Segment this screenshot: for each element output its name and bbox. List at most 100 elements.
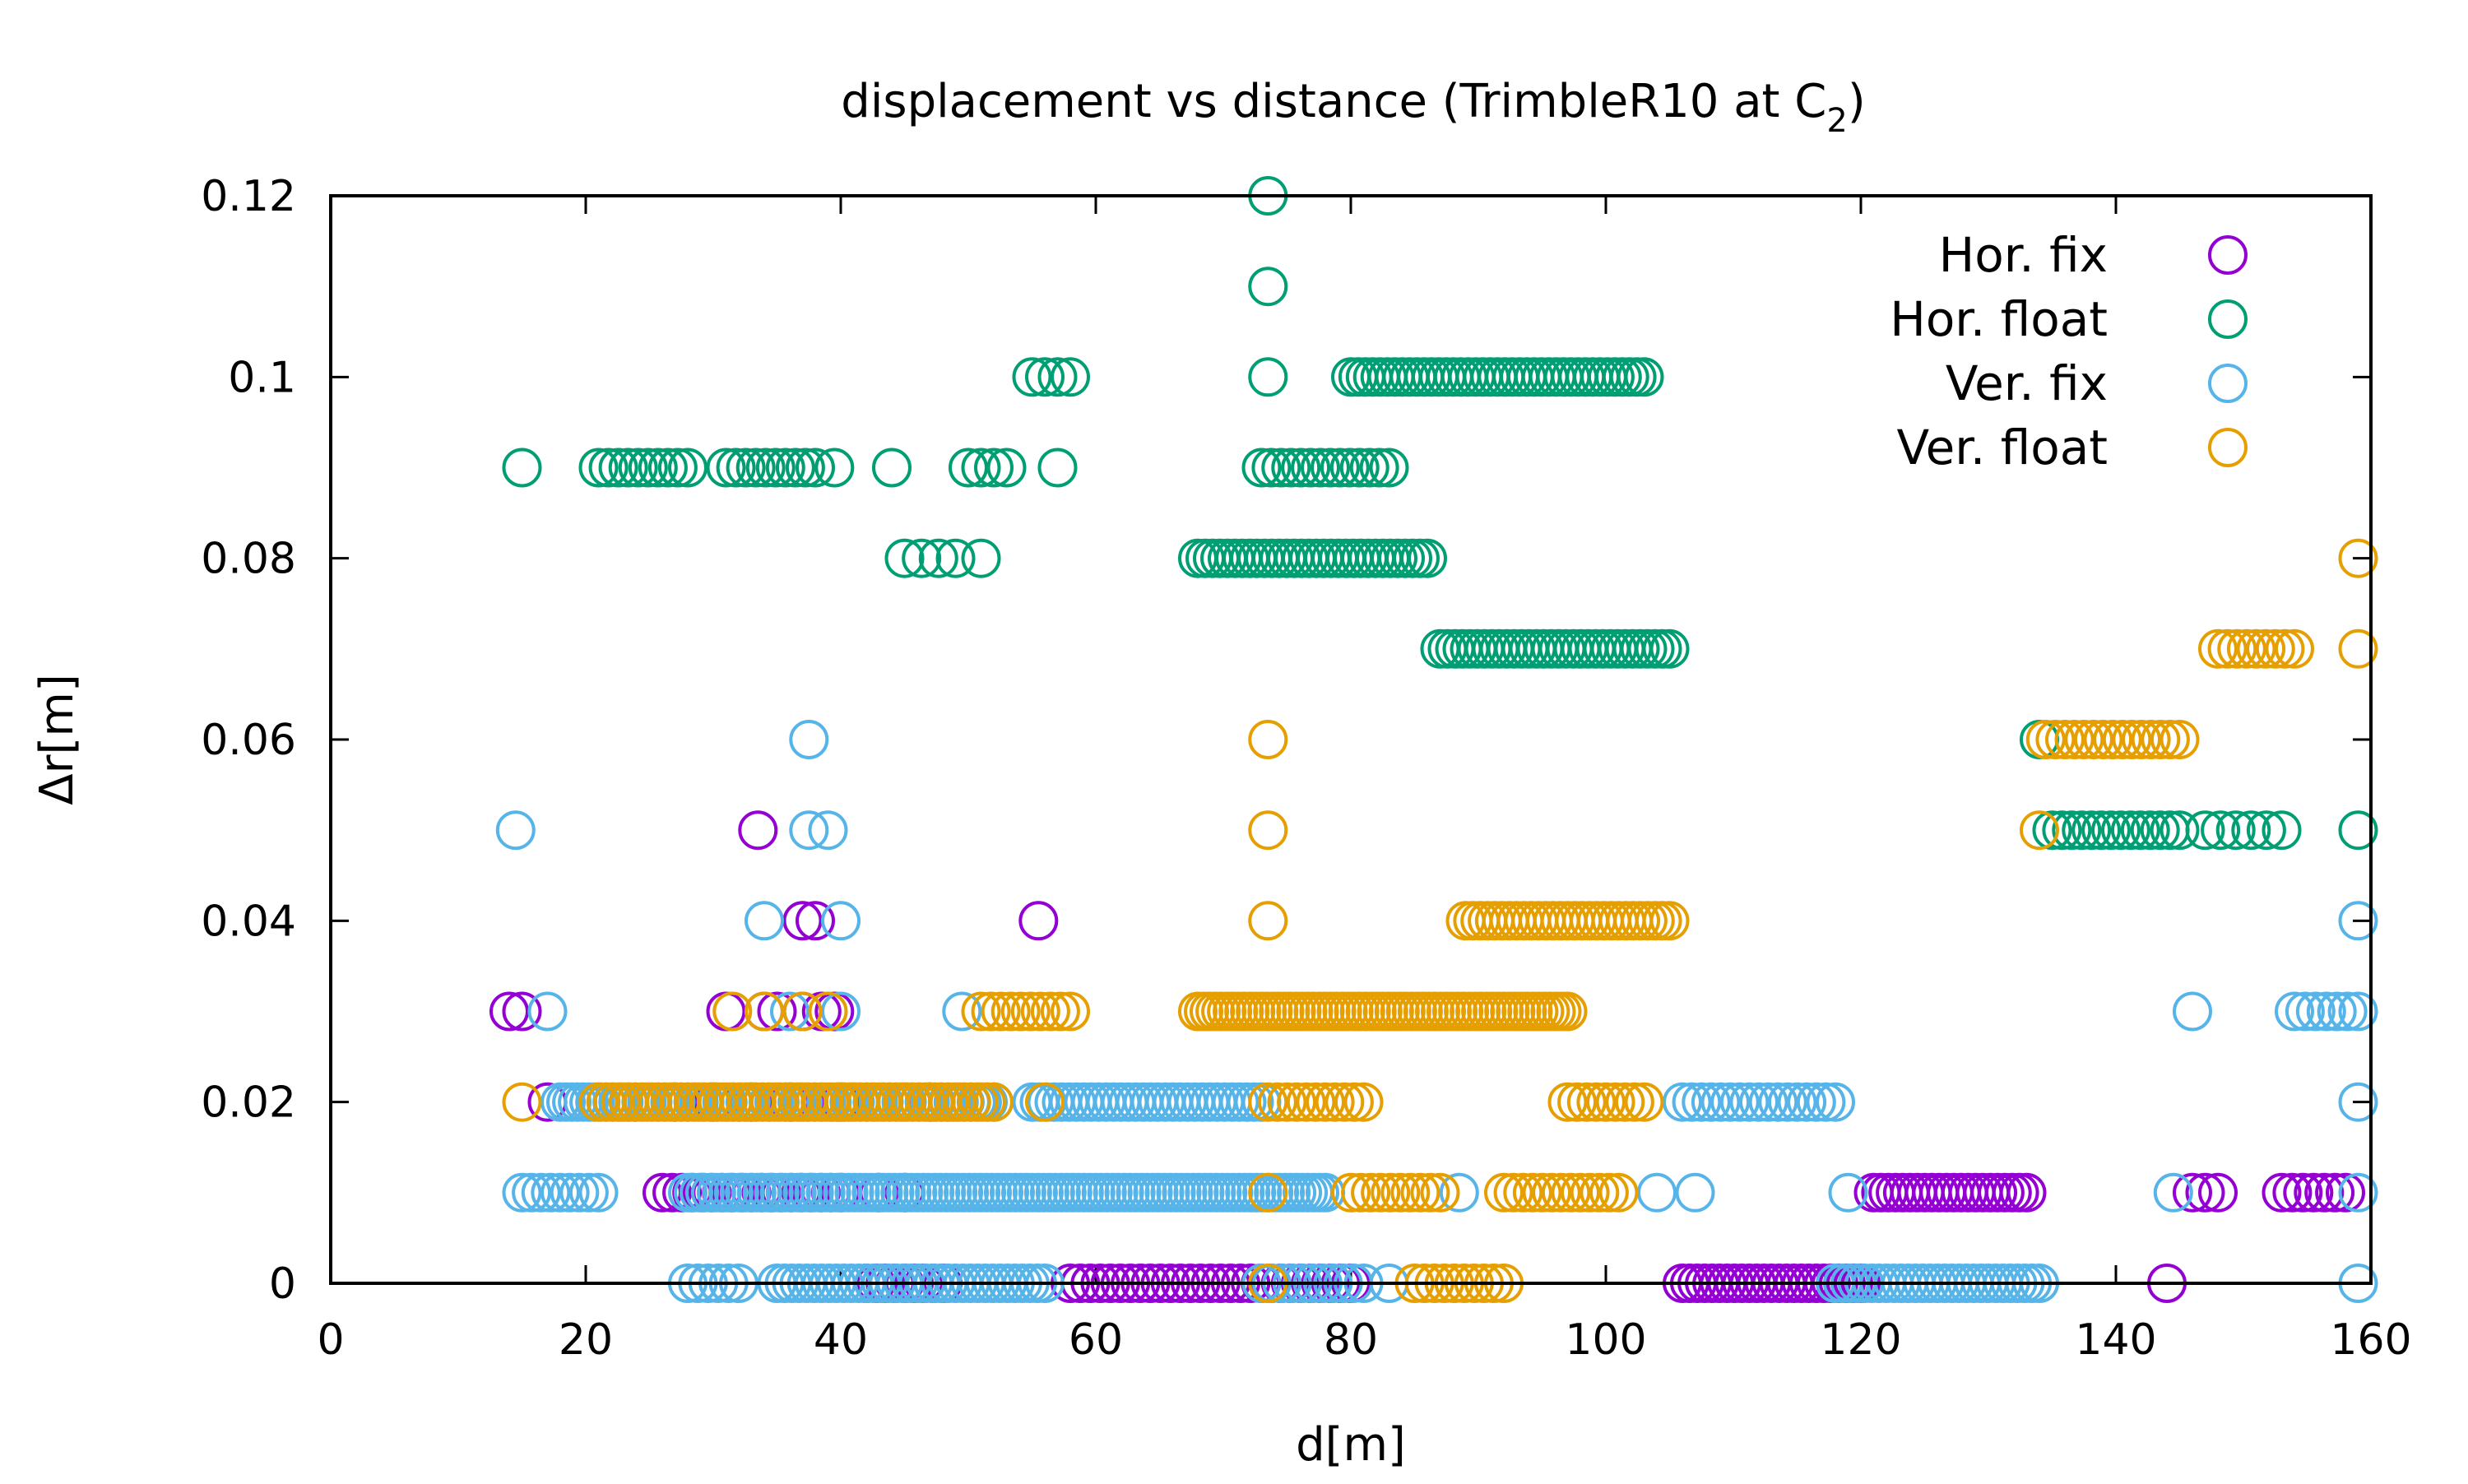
data-point — [1248, 1172, 1288, 1213]
data-point — [618, 448, 658, 488]
data-point — [2091, 810, 2131, 851]
data-point — [2262, 810, 2302, 851]
data-point — [1710, 1082, 1751, 1122]
legend-marker — [2208, 364, 2248, 403]
data-point — [2198, 1172, 2238, 1213]
data-point — [1296, 1082, 1336, 1122]
data-point — [755, 448, 796, 488]
legend: Hor. fix Hor. float Ver. fix Ver. float — [1890, 227, 2248, 475]
data-point — [981, 991, 1021, 1032]
data-point — [1351, 1172, 1391, 1213]
data-point — [1400, 1172, 1440, 1213]
data-point — [1331, 1172, 1371, 1213]
data-point — [2215, 810, 2256, 851]
data-point — [2283, 1172, 2323, 1213]
data-point — [2081, 810, 2122, 851]
data-point — [757, 991, 797, 1032]
data-point — [2326, 1172, 2365, 1213]
data-point — [1257, 1082, 1297, 1122]
data-point — [1493, 1172, 1533, 1213]
data-point — [1349, 448, 1389, 488]
data-point — [2272, 1172, 2313, 1213]
data-point — [735, 448, 776, 488]
data-point — [2141, 720, 2181, 759]
data-point — [2338, 1082, 2378, 1122]
data-point — [2236, 628, 2276, 669]
data-point — [657, 448, 698, 488]
data-point — [2185, 1172, 2225, 1213]
data-point — [706, 448, 746, 488]
data-point — [1787, 1082, 1827, 1122]
data-point — [550, 1172, 590, 1213]
data-point — [961, 538, 1001, 578]
data-point — [961, 448, 1001, 488]
data-point — [1637, 1172, 1677, 1213]
data-point — [712, 991, 753, 1032]
data-point — [2073, 720, 2113, 759]
data-point — [2122, 720, 2161, 759]
y-tick-label: 0.12 — [201, 172, 296, 221]
data-point — [1512, 1172, 1552, 1213]
data-point — [1672, 1082, 1712, 1122]
data-point — [2338, 538, 2378, 578]
data-point — [2052, 810, 2092, 851]
data-point — [2042, 810, 2082, 851]
y-tick-label: 0.06 — [201, 716, 296, 765]
data-point — [568, 1172, 609, 1213]
data-point — [527, 991, 568, 1032]
data-point — [796, 901, 835, 941]
data-point — [942, 991, 982, 1032]
data-point — [808, 810, 848, 851]
axis-ticks: 0 20 40 60 80 100 120 140 160 0 0.02 0.04 0.06 0.08 0.… — [201, 172, 2411, 1365]
data-point — [578, 1172, 619, 1213]
data-point — [1541, 1172, 1581, 1213]
data-point — [652, 1172, 693, 1213]
data-point — [1551, 1172, 1591, 1213]
data-point — [489, 991, 529, 1032]
data-point — [1251, 448, 1292, 488]
data-point — [638, 448, 678, 488]
data-point — [1748, 1082, 1788, 1122]
data-point — [1484, 1172, 1524, 1213]
plot-frame — [329, 194, 2373, 1285]
data-point — [1649, 628, 1690, 669]
legend-label: Ver. float — [1896, 420, 2108, 475]
data-point — [1624, 1082, 1664, 1122]
data-point — [1729, 1082, 1770, 1122]
data-point — [502, 1082, 542, 1122]
data-point — [1311, 448, 1350, 488]
data-point — [821, 991, 861, 1032]
data-point — [2160, 720, 2200, 759]
x-axis-label: d[m] — [1296, 1418, 1406, 1472]
x-tick-label: 20 — [559, 1315, 613, 1365]
data-point — [1051, 991, 1090, 1032]
data-point — [1566, 1082, 1607, 1122]
data-point — [2160, 810, 2200, 851]
data-point — [1241, 448, 1282, 488]
data-point — [1343, 1082, 1384, 1122]
data-point — [2231, 810, 2271, 851]
data-point — [1557, 1082, 1598, 1122]
data-point — [990, 991, 1031, 1032]
x-tick-label: 140 — [2075, 1315, 2156, 1365]
data-point — [738, 810, 778, 851]
data-point — [2045, 720, 2085, 759]
data-point — [2032, 810, 2072, 851]
data-point — [2226, 628, 2266, 669]
data-point — [1532, 1172, 1572, 1213]
data-point — [1806, 1082, 1846, 1122]
data-point — [770, 991, 810, 1032]
data-point — [1248, 720, 1288, 759]
data-point — [2275, 991, 2314, 1032]
data-point — [775, 448, 815, 488]
data-point — [2246, 810, 2286, 851]
data-point — [782, 991, 823, 1032]
data-point — [782, 901, 823, 941]
data-point — [1614, 1082, 1654, 1122]
data-point — [1334, 1082, 1374, 1122]
data-point — [540, 1172, 580, 1213]
y-tick-label: 0 — [269, 1259, 296, 1309]
data-point — [2062, 810, 2102, 851]
data-point — [1410, 1172, 1450, 1213]
